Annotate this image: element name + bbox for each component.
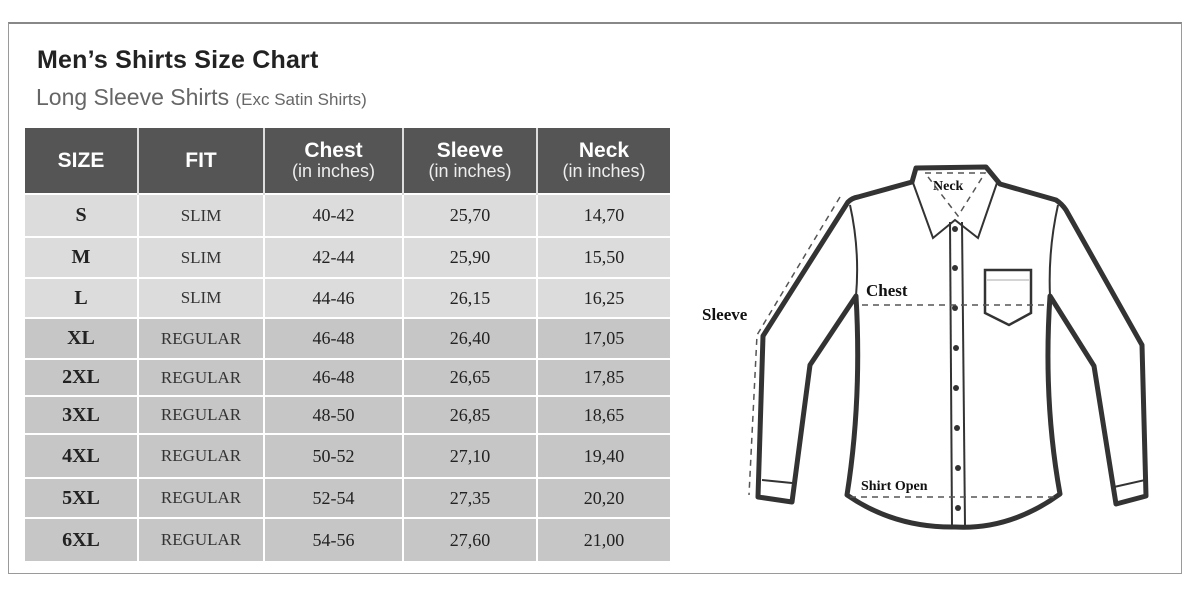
table-row: 6XL REGULAR 54-56 27,60 21,00 xyxy=(25,517,670,561)
sleeve-label: Sleeve xyxy=(702,305,748,324)
cell-sleeve: 27,35 xyxy=(403,477,538,518)
header-unit: (in inches) xyxy=(428,161,512,182)
cell-sleeve: 26,85 xyxy=(403,395,538,434)
header-unit: (in inches) xyxy=(562,161,646,182)
cell-chest: 54-56 xyxy=(264,517,404,561)
cell-size: XL xyxy=(25,317,139,359)
table-row: XL REGULAR 46-48 26,40 17,05 xyxy=(25,317,670,359)
cell-neck: 17,85 xyxy=(537,358,670,396)
cell-chest: 46-48 xyxy=(264,317,404,359)
table-row: 4XL REGULAR 50-52 27,10 19,40 xyxy=(25,433,670,478)
header-label: Sleeve xyxy=(436,139,504,163)
shirt-details xyxy=(761,179,1146,527)
cell-sleeve: 26,40 xyxy=(403,317,538,359)
cell-chest: 50-52 xyxy=(264,433,404,478)
header-size: SIZE xyxy=(25,128,139,194)
cell-size: 5XL xyxy=(25,477,139,518)
cell-sleeve: 27,10 xyxy=(403,433,538,478)
cell-sleeve: 25,70 xyxy=(403,193,538,237)
cell-size: M xyxy=(25,236,139,278)
table-row: M SLIM 42-44 25,90 15,50 xyxy=(25,236,670,278)
cell-size: L xyxy=(25,277,139,318)
cell-neck: 18,65 xyxy=(537,395,670,434)
header-label: Chest xyxy=(304,139,363,163)
cell-chest: 48-50 xyxy=(264,395,404,434)
cell-neck: 19,40 xyxy=(537,433,670,478)
table-header-row: SIZE FIT Chest (in inches) Sleeve (in inches)… xyxy=(25,128,670,194)
cell-neck: 16,25 xyxy=(537,277,670,318)
cell-neck: 17,05 xyxy=(537,317,670,359)
cell-size: 6XL xyxy=(25,517,139,561)
cell-size: 4XL xyxy=(25,433,139,478)
cell-neck: 20,20 xyxy=(537,477,670,518)
cell-sleeve: 25,90 xyxy=(403,236,538,278)
table-row: L SLIM 44-46 26,15 16,25 xyxy=(25,277,670,318)
header-unit: (in inches) xyxy=(291,161,376,182)
shirt-diagram: Neck Chest Sleeve Shirt Open xyxy=(702,164,1149,530)
table-row: 3XL REGULAR 48-50 26,85 18,65 xyxy=(25,395,670,434)
header-label: SIZE xyxy=(57,148,105,172)
table-body: S SLIM 40-42 25,70 14,70 M SLIM 42-44 25,90 15,50… xyxy=(25,193,670,561)
shirt-buttons xyxy=(952,226,961,511)
cell-fit: REGULAR xyxy=(138,433,265,478)
cell-size: 2XL xyxy=(25,358,139,396)
page-subtitle: Long Sleeve Shirts (Exc Satin Shirts) xyxy=(36,84,367,111)
cell-fit: SLIM xyxy=(138,193,265,237)
cell-chest: 52-54 xyxy=(264,477,404,518)
table-row: 2XL REGULAR 46-48 26,65 17,85 xyxy=(25,358,670,396)
header-label: FIT xyxy=(185,148,217,172)
header-sleeve: Sleeve (in inches) xyxy=(403,128,538,194)
cell-neck: 14,70 xyxy=(537,193,670,237)
cell-size: S xyxy=(25,193,139,237)
cell-fit: REGULAR xyxy=(138,358,265,396)
cell-size: 3XL xyxy=(25,395,139,434)
neck-label: Neck xyxy=(933,179,964,194)
cell-fit: REGULAR xyxy=(138,317,265,359)
cell-fit: SLIM xyxy=(138,236,265,278)
cell-neck: 21,00 xyxy=(537,517,670,561)
subtitle-text: Long Sleeve Shirts xyxy=(36,84,230,110)
size-table: SIZE FIT Chest (in inches) Sleeve (in inches)… xyxy=(25,128,670,561)
subtitle-note: (Exc Satin Shirts) xyxy=(235,90,367,109)
cell-fit: REGULAR xyxy=(138,477,265,518)
header-chest: Chest (in inches) xyxy=(264,128,404,194)
cell-sleeve: 26,15 xyxy=(403,277,538,318)
shirt-open-label: Shirt Open xyxy=(861,479,928,494)
measurement-lines xyxy=(748,172,1058,498)
header-label: Neck xyxy=(578,139,630,163)
cell-chest: 40-42 xyxy=(264,193,404,237)
cell-neck: 15,50 xyxy=(537,236,670,278)
header-fit: FIT xyxy=(138,128,265,194)
cell-chest: 44-46 xyxy=(264,277,404,318)
cell-fit: REGULAR xyxy=(138,395,265,434)
table-row: 5XL REGULAR 52-54 27,35 20,20 xyxy=(25,477,670,518)
chest-label: Chest xyxy=(866,281,908,300)
cell-chest: 42-44 xyxy=(264,236,404,278)
table-row: S SLIM 40-42 25,70 14,70 xyxy=(25,193,670,237)
page-title: Men’s Shirts Size Chart xyxy=(37,46,319,74)
header-neck: Neck (in inches) xyxy=(537,128,670,194)
cell-sleeve: 27,60 xyxy=(403,517,538,561)
shirt-outline xyxy=(755,164,1149,530)
cell-fit: REGULAR xyxy=(138,517,265,561)
cell-fit: SLIM xyxy=(138,277,265,318)
cell-chest: 46-48 xyxy=(264,358,404,396)
cell-sleeve: 26,65 xyxy=(403,358,538,396)
